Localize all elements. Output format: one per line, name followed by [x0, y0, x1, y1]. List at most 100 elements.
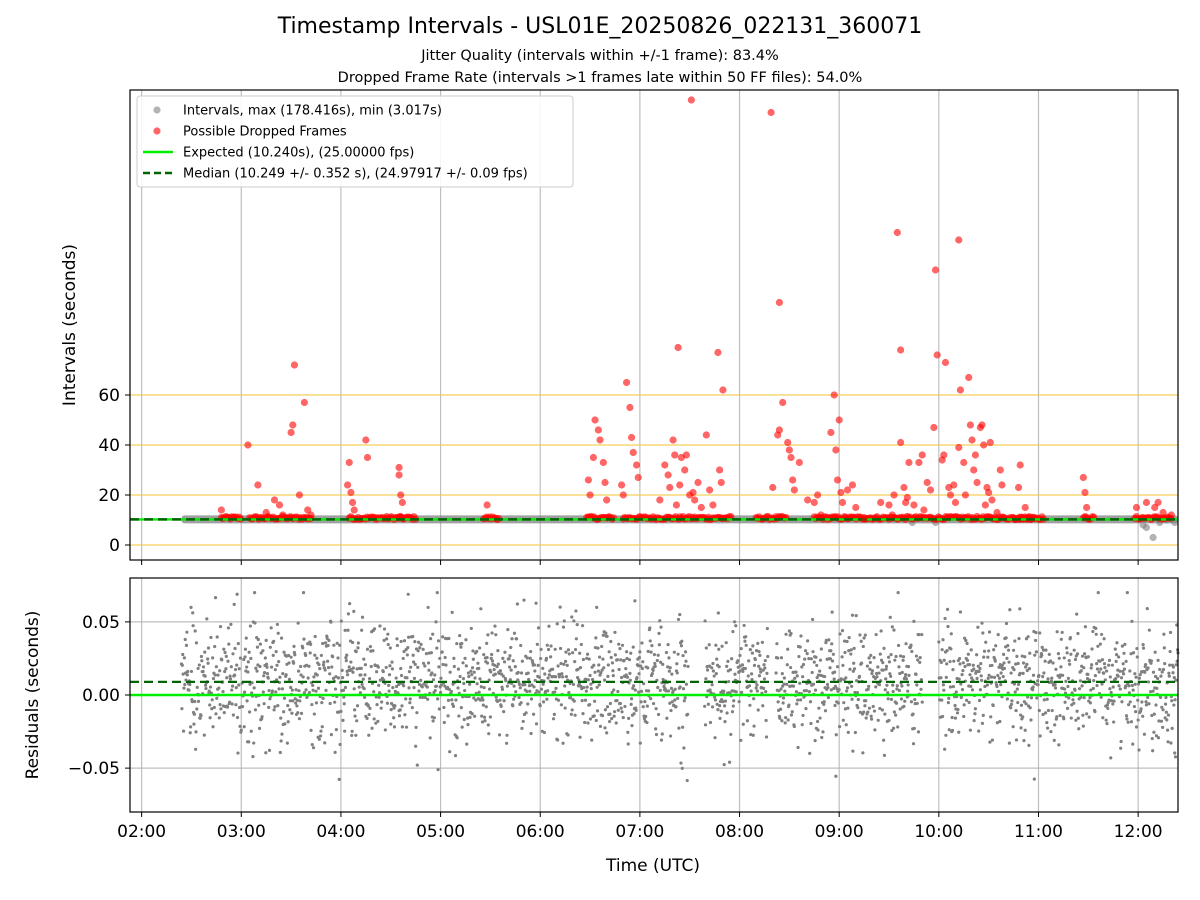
- dropped-frame-point: [398, 498, 406, 507]
- residual-point: [326, 643, 330, 648]
- residual-point: [369, 664, 373, 669]
- residual-point: [960, 673, 964, 677]
- residual-point: [404, 697, 408, 701]
- residual-point: [1162, 632, 1166, 636]
- intervals-axes-frame: [129, 89, 1179, 561]
- residual-point: [428, 736, 432, 740]
- residual-point: [969, 684, 973, 689]
- residual-point: [830, 642, 834, 646]
- residual-point: [990, 663, 994, 668]
- residual-point: [765, 626, 769, 631]
- residual-point: [1138, 673, 1142, 677]
- residual-point: [415, 711, 419, 715]
- residual-point: [427, 668, 431, 672]
- residual-point: [556, 738, 560, 742]
- residual-point: [940, 714, 945, 719]
- residual-point: [823, 709, 828, 713]
- residual-point: [220, 658, 224, 662]
- residual-point: [869, 714, 873, 718]
- residual-point: [619, 658, 623, 662]
- residual-point: [1058, 675, 1062, 680]
- residual-point: [408, 701, 412, 705]
- residual-point: [585, 652, 590, 656]
- residual-point: [870, 671, 874, 676]
- residual-point: [609, 655, 613, 660]
- residual-point: [380, 700, 384, 704]
- residual-point: [1024, 702, 1028, 706]
- residual-point: [192, 722, 196, 726]
- residual-point: [902, 704, 906, 708]
- residual-point: [858, 633, 862, 637]
- residual-point: [654, 727, 658, 731]
- residual-point: [957, 730, 961, 734]
- residual-point: [657, 631, 661, 635]
- residual-point: [1024, 665, 1028, 669]
- residual-point: [563, 659, 568, 663]
- residual-point: [505, 733, 509, 737]
- residual-point: [479, 607, 483, 611]
- residual-point: [756, 641, 760, 646]
- residual-point: [834, 774, 838, 778]
- x-tick-label: 09:00: [815, 822, 864, 842]
- x-tick-label: 05:00: [416, 822, 465, 842]
- residual-point: [195, 685, 199, 689]
- residual-point: [313, 653, 317, 657]
- residual-point: [1117, 684, 1121, 688]
- residual-point: [1027, 743, 1031, 747]
- residual-point: [452, 664, 456, 669]
- dropped-frame-point: [910, 501, 918, 509]
- residual-point: [236, 641, 240, 646]
- residual-point: [399, 666, 403, 671]
- residual-point: [658, 619, 662, 623]
- residual-point: [269, 665, 274, 669]
- residual-point: [376, 719, 380, 723]
- residual-point: [465, 716, 470, 720]
- residual-point: [529, 697, 534, 701]
- dropped-frame-point: [345, 458, 353, 467]
- residual-point: [292, 644, 296, 648]
- residual-point: [648, 626, 652, 630]
- residual-point: [866, 687, 870, 691]
- residual-point: [275, 663, 279, 667]
- residual-point: [874, 633, 878, 637]
- residual-point: [1116, 674, 1120, 678]
- residual-point: [1136, 682, 1141, 686]
- residual-point: [941, 638, 945, 642]
- residual-point: [282, 696, 287, 700]
- residual-point: [421, 647, 425, 651]
- dropped-frame-point: [676, 481, 684, 489]
- residual-point: [1137, 676, 1141, 680]
- residual-point: [208, 703, 212, 707]
- x-tick-label: 12:00: [1114, 822, 1163, 842]
- residual-point: [1029, 718, 1033, 722]
- residual-point: [472, 696, 476, 700]
- residual-point: [785, 663, 789, 667]
- residual-point: [499, 704, 503, 708]
- residual-point: [762, 663, 766, 667]
- dropped-frame-point: [978, 421, 986, 429]
- residual-point: [786, 647, 790, 651]
- residual-point: [435, 646, 439, 650]
- residual-point: [740, 690, 744, 694]
- residual-point: [413, 639, 417, 644]
- residual-point: [640, 666, 644, 671]
- residual-point: [682, 699, 686, 703]
- residual-point: [564, 675, 568, 679]
- residual-point: [865, 664, 870, 668]
- residual-point: [186, 669, 190, 674]
- residual-point: [937, 640, 941, 644]
- residual-point: [181, 672, 185, 676]
- dropped-frame-point: [848, 481, 857, 489]
- residual-point: [182, 686, 186, 690]
- residual-point: [1161, 708, 1165, 712]
- dropped-frame-point: [627, 433, 636, 442]
- residual-point: [678, 685, 682, 689]
- residual-point: [351, 666, 355, 670]
- residual-point: [1106, 706, 1110, 711]
- residual-point: [988, 740, 992, 744]
- dropped-frame-point: [689, 488, 697, 497]
- residual-point: [1012, 682, 1017, 686]
- residual-point: [627, 716, 631, 720]
- dropped-frame-point: [672, 501, 681, 509]
- residual-point: [1010, 699, 1014, 703]
